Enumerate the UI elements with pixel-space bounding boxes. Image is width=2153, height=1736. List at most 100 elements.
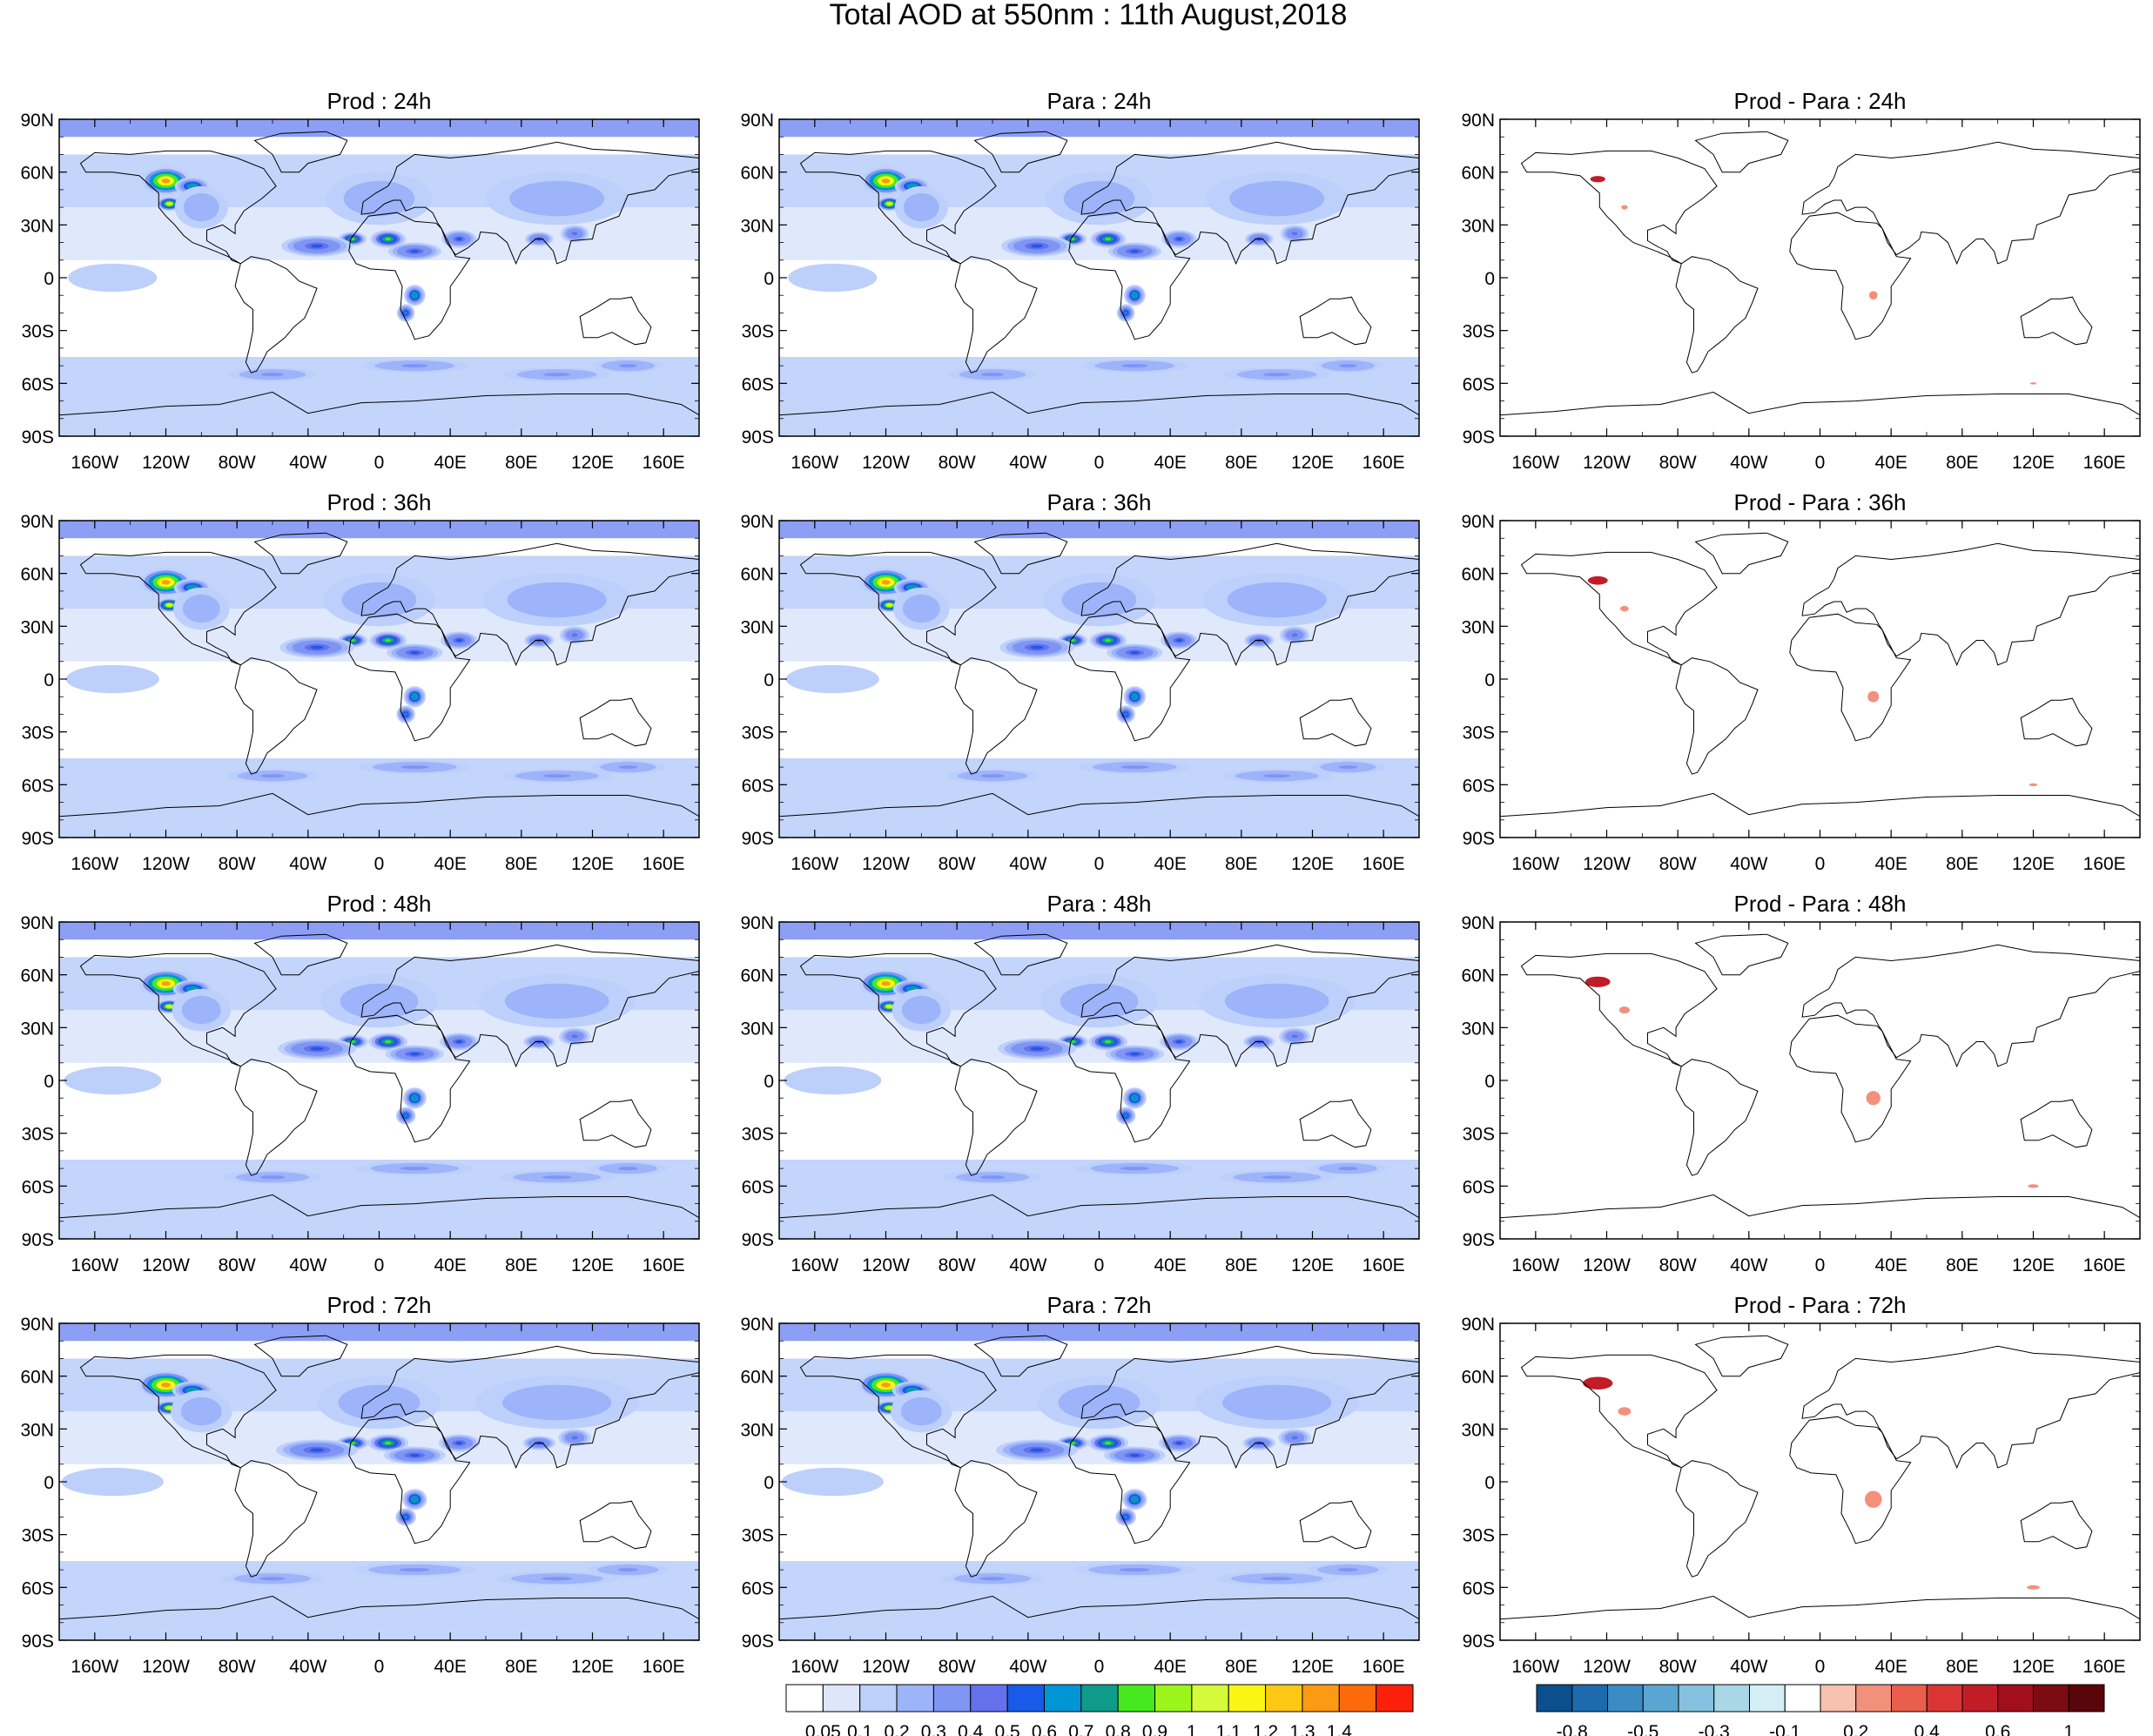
lon-tick-label: 80E: [505, 854, 537, 874]
lat-tick-label: 90N: [20, 111, 54, 131]
coastline-australia: [2020, 1500, 2093, 1550]
aod-contour: [189, 185, 196, 188]
panel-r2-c1: Prod : 36h 90N 60N 30N 0 30S 60S 90S 160W 120W 80W…: [20, 489, 700, 874]
aod-contour: [384, 1441, 392, 1445]
coastline-antarcticaEdge: [59, 1595, 699, 1620]
coastline-southAmerica: [234, 1460, 318, 1578]
coastline-greenland: [1694, 532, 1789, 575]
aod-contour: [259, 1175, 286, 1180]
lat-tick-label: 90S: [1463, 829, 1495, 849]
aod-contour: [542, 1175, 572, 1180]
aod-contour: [887, 202, 891, 205]
aod-contour: [808, 1073, 858, 1088]
lon-tick-label: 80E: [505, 1657, 537, 1677]
lon-tick-label: 40E: [1154, 453, 1186, 473]
lon-tick-label: 40W: [1730, 854, 1767, 874]
coastline-greenland: [253, 933, 348, 976]
coastline-eurasia: [360, 1345, 699, 1470]
coastline-southAmerica: [234, 256, 318, 373]
lon-tick-label: 0: [1815, 453, 1826, 473]
lon-tick-label: 120W: [862, 1255, 910, 1275]
aod-contour: [409, 650, 420, 655]
lon-tick-label: 80W: [1659, 854, 1697, 874]
lon-tick-label: 120E: [2012, 1657, 2055, 1677]
diff-contour: [1585, 976, 1611, 987]
colorbar-swatch: [1961, 1684, 1999, 1712]
aod-contour: [1129, 650, 1140, 655]
lat-tick-label: 60S: [22, 776, 54, 796]
lon-tick-label: 120W: [1583, 1657, 1631, 1677]
lon-tick-label: 160W: [1511, 854, 1559, 874]
aod-contour: [409, 1052, 420, 1056]
aod-band: [59, 521, 699, 539]
colorbar-swatch: [1997, 1684, 2034, 1712]
aod-contour: [404, 1114, 407, 1118]
lon-tick-label: 80W: [939, 1255, 976, 1275]
aod-contour: [1105, 237, 1112, 241]
lon-tick-label: 80W: [1659, 1657, 1697, 1677]
colorbar-swatch: [2033, 1684, 2069, 1712]
lat-tick-label: 30S: [22, 1125, 54, 1145]
panel-r1-c1: Prod : 24h 90N 60N 30N 0 30S 60S 90S 160W 120W 80W…: [20, 88, 700, 473]
lon-tick-label: 120E: [571, 1657, 614, 1677]
colorbar-swatch: [1855, 1684, 1892, 1712]
lat-tick-label: 30N: [1461, 1420, 1495, 1440]
lon-tick-label: 160E: [643, 1657, 685, 1677]
colorbar-label: 1: [2063, 1722, 2074, 1736]
aod-contour: [1133, 1096, 1137, 1100]
aod-contour: [533, 189, 581, 208]
lon-tick-label: 0: [1815, 1255, 1826, 1275]
panel-title: Prod : 24h: [327, 88, 432, 114]
lon-tick-label: 160E: [1362, 453, 1405, 473]
lat-tick-label: 60S: [1463, 1177, 1495, 1197]
lon-tick-label: 80W: [219, 1657, 256, 1677]
lon-tick-label: 40W: [289, 1657, 326, 1677]
coastline-eurasia: [360, 141, 699, 266]
aod-contour: [404, 311, 407, 315]
colorbar-swatch: [1926, 1684, 1963, 1712]
colorbar-label: 0.3: [921, 1722, 946, 1736]
coastline-antarcticaEdge: [779, 1595, 1419, 1620]
colorbar-label: 0.05: [805, 1722, 841, 1736]
aod-contour: [310, 1046, 324, 1051]
lat-tick-label: 90S: [22, 1230, 54, 1250]
lon-tick-label: 40W: [1730, 1657, 1767, 1677]
aod-contour: [1175, 638, 1182, 643]
aod-contour: [360, 992, 399, 1011]
lat-tick-label: 30N: [1461, 216, 1495, 236]
colorbar-swatch: [896, 1684, 934, 1712]
aod-band: [59, 922, 699, 940]
lon-tick-label: 160W: [71, 854, 118, 874]
panel-title: Prod : 48h: [327, 891, 432, 917]
coastline-australia: [2020, 697, 2093, 747]
coastline-africa: [1789, 1014, 1912, 1143]
diff-contour: [1618, 1006, 1631, 1014]
lat-tick-label: 30S: [1463, 723, 1495, 744]
diff-contour: [2029, 783, 2038, 786]
diff-contour: [1590, 176, 1605, 183]
lat-tick-label: 0: [44, 269, 54, 289]
lon-tick-label: 80E: [1225, 1255, 1257, 1275]
lat-tick-label: 30N: [20, 1019, 54, 1039]
lat-tick-label: 90N: [20, 913, 54, 933]
aod-contour: [1104, 1040, 1112, 1044]
aod-contour: [1175, 237, 1182, 241]
lon-tick-label: 120W: [862, 453, 910, 473]
aod-contour: [360, 590, 398, 609]
lon-tick-label: 40E: [1874, 854, 1907, 874]
colorbar-swatch: [859, 1684, 898, 1712]
lon-tick-label: 160W: [791, 854, 838, 874]
lon-tick-label: 120E: [571, 1255, 614, 1275]
aod-band: [59, 1323, 699, 1342]
aod-contour: [455, 1441, 463, 1445]
aod-contour: [1124, 712, 1127, 717]
lat-tick-label: 90N: [20, 512, 54, 532]
colorbar-label: -0.3: [1699, 1722, 1730, 1736]
coastline-antarcticaEdge: [1500, 1194, 2140, 1219]
lat-tick-label: 90S: [1463, 1230, 1495, 1250]
aod-contour: [1130, 249, 1140, 253]
lat-tick-label: 0: [1484, 1072, 1495, 1092]
aod-contour: [385, 638, 392, 643]
panel-title: Prod - Para : 36h: [1734, 489, 1907, 515]
aod-contour: [886, 1406, 892, 1410]
